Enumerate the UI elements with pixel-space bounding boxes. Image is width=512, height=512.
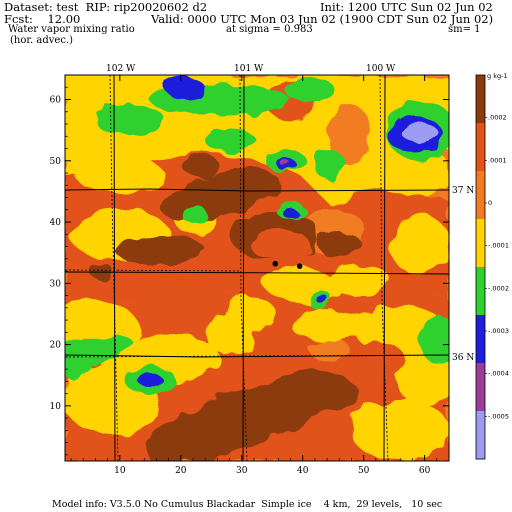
field-name-label: Water vapor mixing ratio bbox=[8, 24, 135, 35]
colorbar-band bbox=[476, 171, 485, 220]
colorbar-unit-label: g kg-1 bbox=[487, 72, 508, 80]
field-region-7 bbox=[328, 105, 372, 165]
station-marker bbox=[296, 263, 303, 269]
longitude-label-100w: 100 W bbox=[366, 64, 396, 74]
sigma-label: at sigma = 0.983 bbox=[226, 24, 313, 35]
field-region-35 bbox=[95, 105, 165, 135]
colorbar-level-label: -.0003 bbox=[488, 327, 509, 335]
y-tick-label: 60 bbox=[50, 96, 62, 106]
field-region-55 bbox=[282, 162, 292, 168]
colorbar: g kg-1 .0002 .0001 0 -.0001 -.0002 -.0003 -.000… bbox=[475, 72, 509, 460]
y-tick-label: 50 bbox=[50, 157, 62, 167]
county-line bbox=[65, 269, 241, 272]
colorbar-band bbox=[476, 411, 485, 460]
forecast-label: Fcst: 12.00 bbox=[4, 12, 81, 26]
field-region-9 bbox=[390, 215, 449, 275]
field-region-33 bbox=[88, 262, 112, 278]
model-info: Model info: V3.5.0 No Cumulus Blackadar … bbox=[52, 499, 443, 510]
field-region-23 bbox=[350, 400, 449, 460]
field-region-34 bbox=[250, 230, 310, 260]
y-tick-label: 30 bbox=[50, 279, 62, 289]
colorbar-level-label: -.0001 bbox=[488, 242, 509, 250]
longitude-label-101w: 101 W bbox=[234, 64, 264, 74]
longitude-line-0 bbox=[109, 75, 119, 461]
y-tick-label: 10 bbox=[50, 402, 62, 412]
boundary-line-1 bbox=[65, 271, 449, 275]
longitude-line-2 bbox=[379, 75, 389, 461]
init-label: Init: 1200 UTC Sun 02 Jun 02 bbox=[320, 0, 493, 14]
y-tick-label: 40 bbox=[50, 218, 62, 228]
colorbar-level-label: -.0002 bbox=[488, 284, 509, 292]
station-markers bbox=[272, 260, 303, 269]
station-marker bbox=[272, 260, 279, 267]
plot-frame bbox=[64, 74, 450, 462]
colorbar-band bbox=[476, 123, 485, 172]
colorbar-level-label: 0 bbox=[488, 199, 492, 207]
field-region-37 bbox=[285, 78, 335, 102]
colorbar-band bbox=[476, 315, 485, 364]
x-tick-label: 30 bbox=[236, 466, 248, 476]
field-region-49 bbox=[165, 78, 205, 98]
field-region-53 bbox=[316, 294, 328, 304]
boundary-line-3 bbox=[113, 75, 116, 461]
axis-ticks: 10 20 30 40 50 60 10 20 30 40 50 60 bbox=[50, 75, 449, 476]
field-region-28 bbox=[182, 153, 218, 177]
x-tick-label: 40 bbox=[297, 466, 309, 476]
latitude-label-36n: 36 N bbox=[452, 353, 474, 363]
field-region-3 bbox=[65, 75, 160, 102]
field-region-56 bbox=[402, 123, 438, 143]
colorbar-level-label: -.0004 bbox=[488, 370, 509, 378]
colorbar-band bbox=[476, 75, 485, 124]
field-region-45 bbox=[65, 340, 90, 380]
x-tick-label: 60 bbox=[419, 466, 431, 476]
field-region-32 bbox=[280, 369, 360, 411]
colorbar-level-label: .0001 bbox=[488, 156, 507, 164]
field-region-30 bbox=[318, 233, 362, 257]
latitude-label-37n: 37 N bbox=[452, 186, 474, 196]
colorbar-frame bbox=[475, 74, 486, 460]
colorbar-level-label: -.0005 bbox=[488, 412, 509, 420]
field-region-48 bbox=[420, 315, 449, 365]
field-region-41 bbox=[315, 150, 345, 180]
field-region-54 bbox=[138, 372, 162, 388]
smoothing-label: sm= 1 bbox=[448, 24, 481, 35]
dataset-label: Dataset: test RIP: rip20020602 d2 bbox=[4, 0, 208, 14]
field-region-52 bbox=[282, 209, 298, 217]
field-region-39 bbox=[205, 128, 255, 152]
field-region-42 bbox=[183, 205, 207, 225]
field-region-19 bbox=[205, 315, 255, 355]
latitude-line bbox=[65, 354, 449, 358]
x-tick-label: 50 bbox=[358, 466, 370, 476]
x-tick-label: 20 bbox=[175, 466, 187, 476]
longitude-label-102w: 102 W bbox=[106, 64, 136, 74]
field-region-20 bbox=[290, 310, 370, 340]
colorbar-band bbox=[476, 363, 485, 412]
y-tick-label: 20 bbox=[50, 341, 62, 351]
field-region-25 bbox=[355, 342, 405, 378]
longitude-line-1 bbox=[239, 75, 248, 461]
field-region-13 bbox=[330, 265, 390, 295]
advection-label: (hor. advec.) bbox=[10, 35, 74, 46]
field-region-5 bbox=[75, 159, 165, 191]
colorbar-band bbox=[476, 267, 485, 316]
boundary-line-5 bbox=[383, 75, 386, 461]
field-region-31 bbox=[145, 376, 335, 461]
mixing-ratio-field bbox=[65, 75, 449, 461]
field-region-29 bbox=[115, 235, 205, 265]
map-boundaries bbox=[65, 75, 449, 461]
boundary-line-4 bbox=[242, 75, 245, 461]
x-tick-label: 10 bbox=[114, 466, 126, 476]
valid-time-label: Valid: 0000 UTC Mon 03 Jun 02 (1900 CDT … bbox=[151, 12, 494, 26]
field-region-24 bbox=[310, 338, 350, 362]
colorbar-band bbox=[476, 219, 485, 268]
boundary-line-0 bbox=[65, 188, 449, 192]
colorbar-level-label: .0002 bbox=[488, 114, 507, 122]
